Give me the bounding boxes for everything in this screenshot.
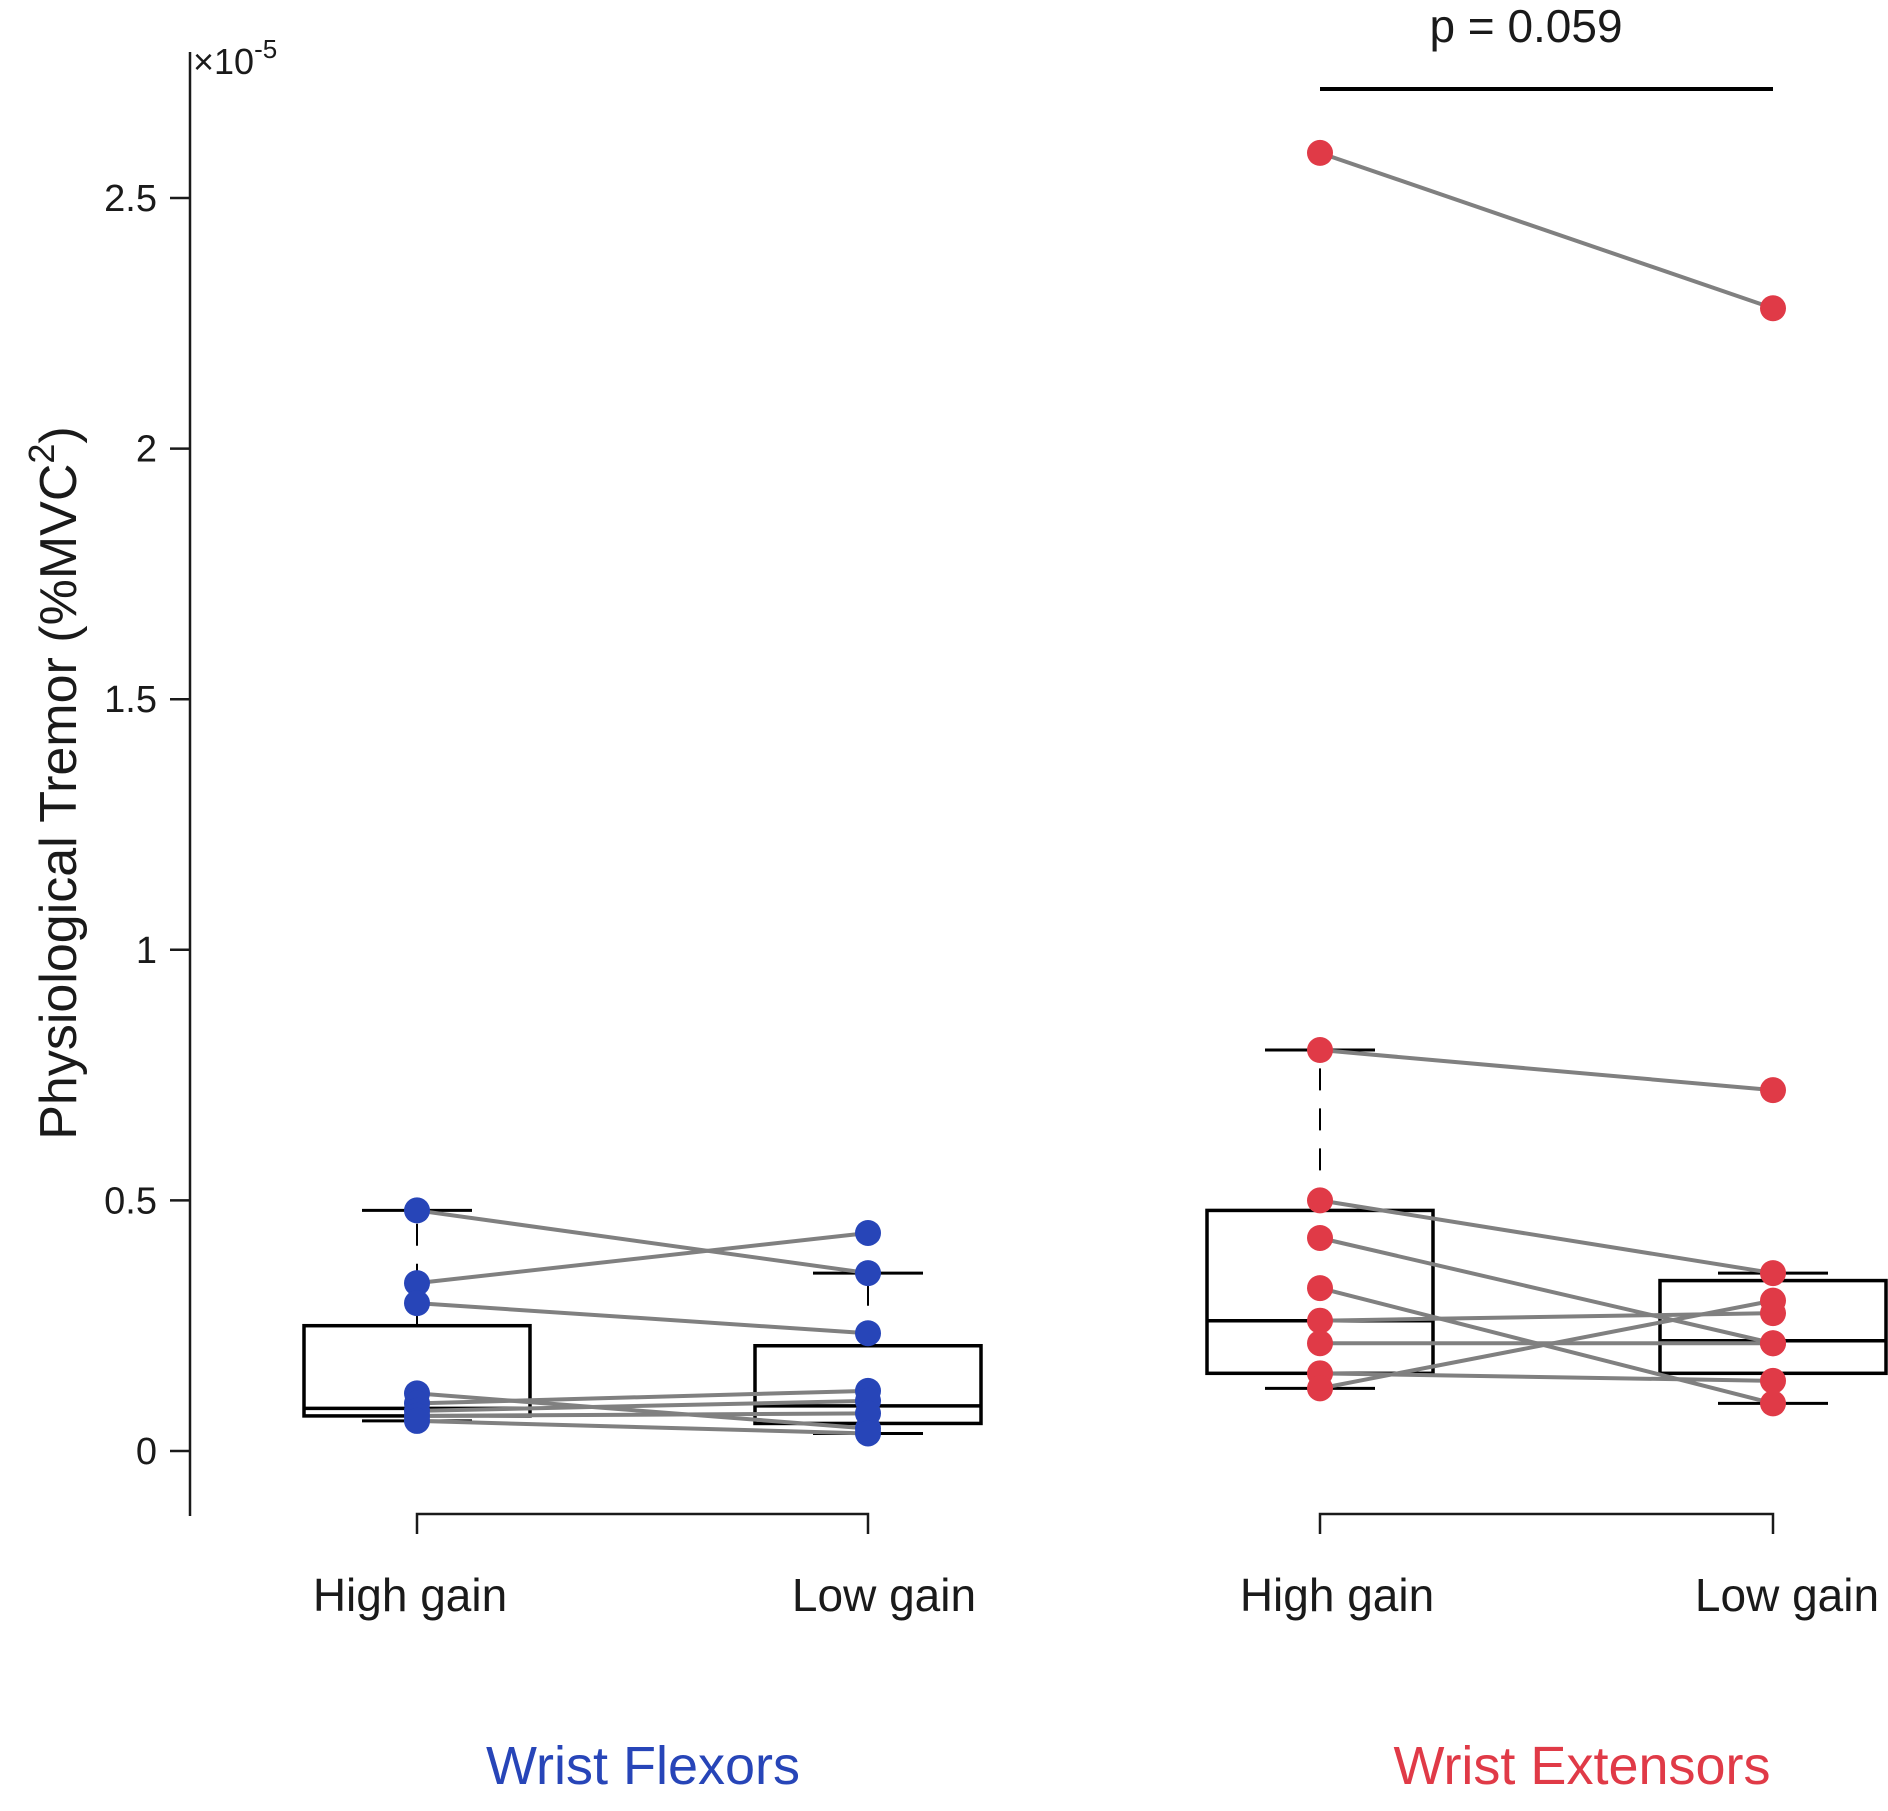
- point-low-gain: [855, 1320, 881, 1347]
- y-axis-title-close: ): [30, 426, 88, 443]
- group-label: Wrist Flexors: [486, 1736, 800, 1796]
- pair-line: [416, 1208, 869, 1276]
- pair-line: [416, 1230, 869, 1286]
- group-0: High gain Low gain Wrist Flexors: [302, 1197, 983, 1796]
- category-label: High gain: [1240, 1569, 1434, 1621]
- pair-line: [416, 1388, 869, 1406]
- point-low-gain: [1760, 1390, 1786, 1417]
- point-low-gain: [1760, 1367, 1786, 1394]
- category-label: Low gain: [1695, 1569, 1879, 1621]
- pair-line: [1319, 1298, 1774, 1391]
- pair-line: [416, 1391, 869, 1431]
- point-high-gain: [1307, 1275, 1333, 1302]
- point-low-gain: [855, 1260, 881, 1287]
- group-bracket: [415, 1512, 870, 1534]
- point-low-gain: [855, 1400, 881, 1427]
- point-high-gain: [1307, 1375, 1333, 1402]
- point-low-gain: [1760, 295, 1786, 322]
- pair-line: [416, 1418, 869, 1436]
- y-tick-label: 0: [136, 1431, 157, 1473]
- y-tick-label: 2.5: [104, 178, 157, 220]
- pair-line: [1319, 1048, 1774, 1093]
- point-low-gain: [1760, 1287, 1786, 1314]
- pair-line: [1319, 1198, 1774, 1276]
- y-tick-label: 0.5: [104, 1180, 157, 1222]
- y-tick-label: 2: [136, 429, 157, 471]
- pair-line: [1319, 151, 1774, 311]
- pair-line: [416, 1398, 869, 1413]
- y-tick-label: 1: [136, 930, 157, 972]
- y-ticks: 0 0.5 1 1.5 2 2.5: [104, 178, 190, 1473]
- point-low-gain: [855, 1219, 881, 1246]
- y-axis-title-superscript: 2: [21, 444, 62, 464]
- y-multiplier: ×10-5: [193, 34, 277, 82]
- point-high-gain: [404, 1407, 430, 1434]
- point-low-gain: [1760, 1077, 1786, 1104]
- group-1: High gain Low gain Wrist Extensors: [1205, 139, 1888, 1796]
- point-high-gain: [1307, 1187, 1333, 1214]
- y-axis-title: Physiological Tremor (%MVC2): [21, 426, 88, 1140]
- group-label: Wrist Extensors: [1393, 1736, 1770, 1796]
- y-tick-label: 1.5: [104, 679, 157, 721]
- y-axis-title-text: Physiological Tremor (%MVC: [30, 464, 88, 1140]
- point-low-gain: [1760, 1330, 1786, 1357]
- point-high-gain: [1307, 1224, 1333, 1251]
- pair-line: [416, 1301, 869, 1336]
- point-high-gain: [1307, 1307, 1333, 1334]
- point-high-gain: [1307, 139, 1333, 166]
- point-high-gain: [1307, 1037, 1333, 1064]
- point-high-gain: [404, 1270, 430, 1297]
- p-value-label: p = 0.059: [1429, 0, 1622, 52]
- point-low-gain: [855, 1420, 881, 1447]
- y-multiplier-base: ×10: [193, 41, 254, 82]
- significance-annotation: p = 0.059: [1320, 0, 1773, 91]
- y-multiplier-exponent: -5: [254, 34, 277, 64]
- group-bracket: [1318, 1512, 1775, 1534]
- pair-line: [416, 1411, 869, 1418]
- groups: High gain Low gain Wrist Flexors High gain L…: [302, 139, 1888, 1796]
- category-label: Low gain: [792, 1569, 976, 1621]
- pair-line: [1319, 1236, 1774, 1346]
- point-low-gain: [1760, 1260, 1786, 1287]
- point-high-gain: [1307, 1330, 1333, 1357]
- category-label: High gain: [313, 1569, 507, 1621]
- point-high-gain: [404, 1290, 430, 1317]
- point-high-gain: [404, 1197, 430, 1224]
